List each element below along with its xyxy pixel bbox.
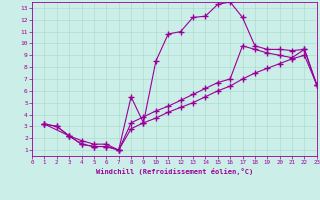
X-axis label: Windchill (Refroidissement éolien,°C): Windchill (Refroidissement éolien,°C): [96, 168, 253, 175]
